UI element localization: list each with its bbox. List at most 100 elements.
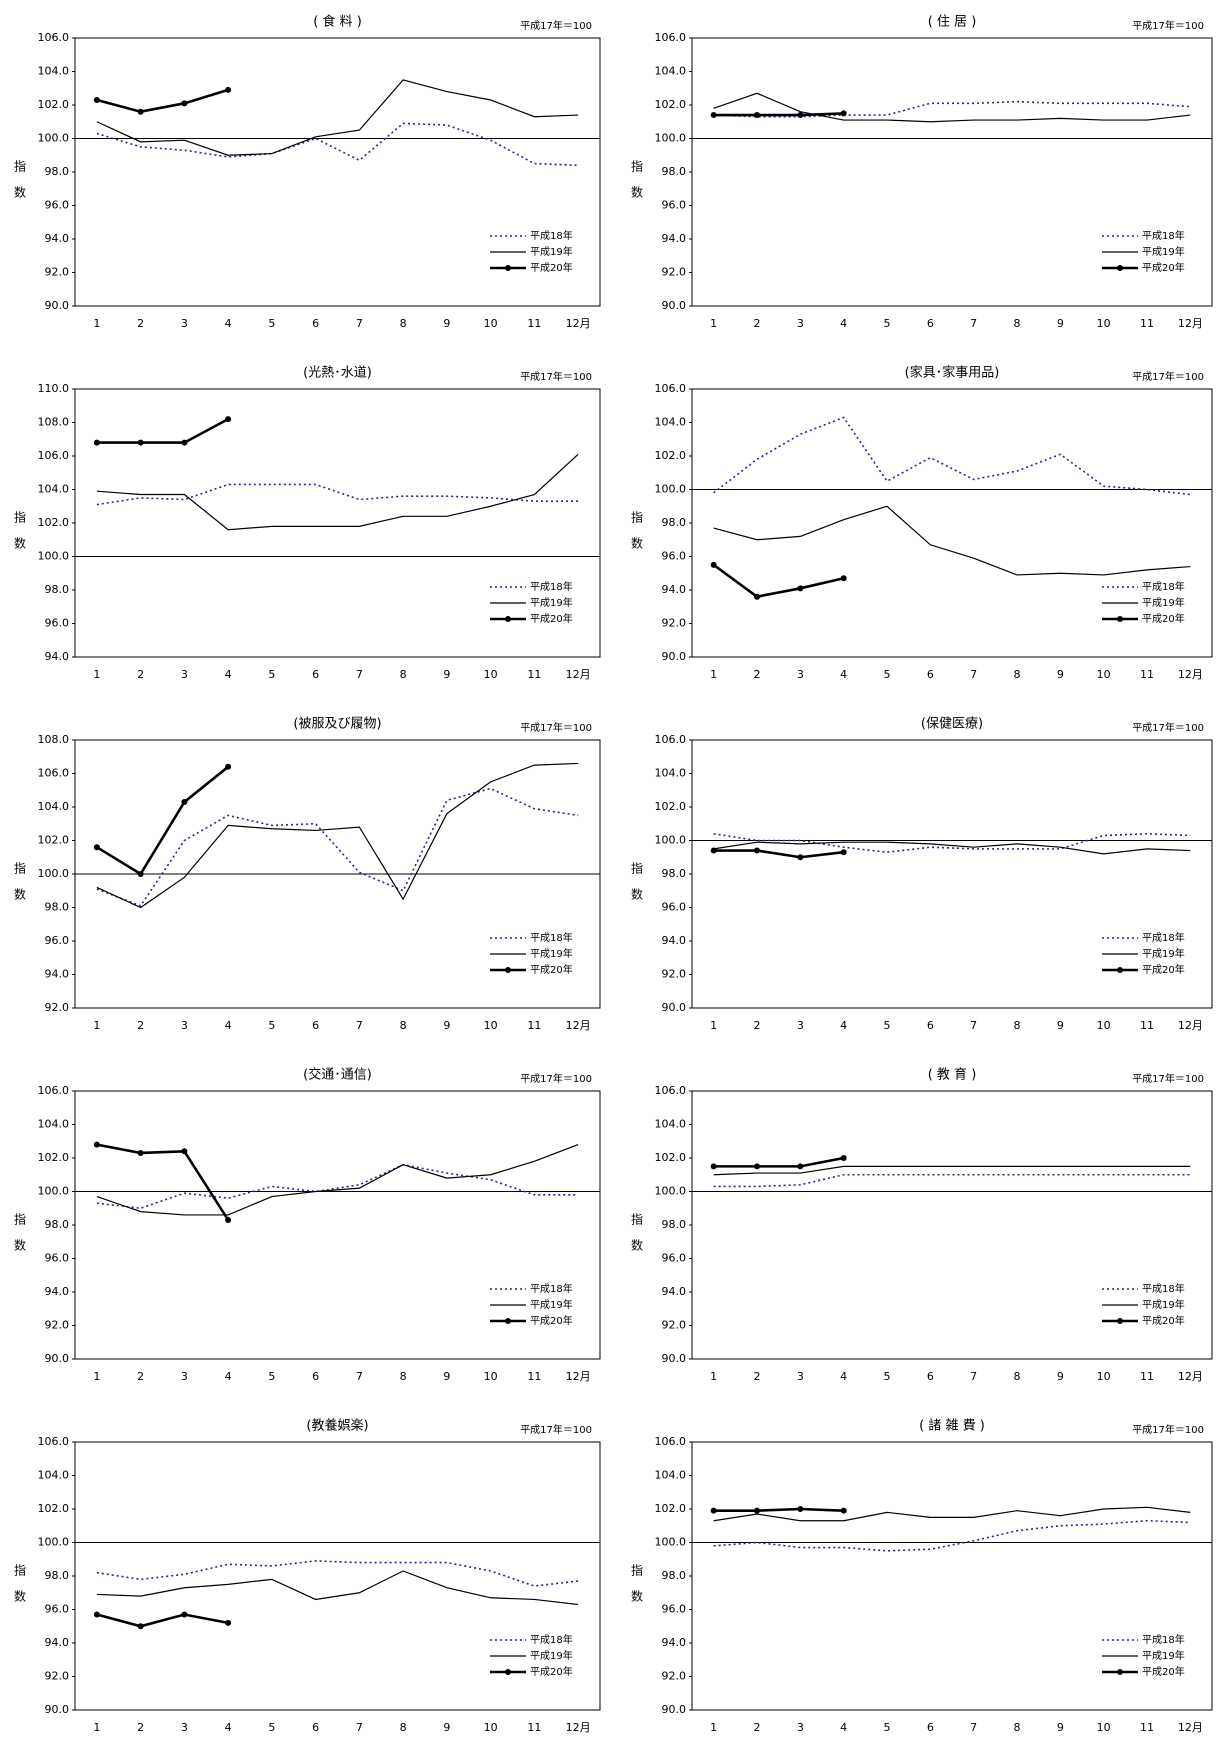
- x-tick-label: 8: [1014, 1019, 1021, 1032]
- x-tick-label: 9: [443, 1370, 450, 1383]
- x-tick-label: 4: [225, 1721, 232, 1734]
- y-axis-label: 指数: [630, 159, 644, 212]
- x-tick-label: 1: [93, 668, 100, 681]
- plot-frame: [691, 1441, 1213, 1711]
- legend-label: 平成18年: [1142, 580, 1185, 593]
- series-marker: [137, 439, 144, 446]
- legend-label: 平成18年: [530, 931, 573, 944]
- base-note: 平成17年＝100: [1132, 1423, 1204, 1436]
- x-tick-label: 11: [527, 668, 541, 681]
- series-line: [713, 1519, 1191, 1552]
- y-tick-label: 104.0: [38, 65, 70, 78]
- y-tick-label: 98.0: [45, 165, 70, 178]
- y-tick-label: 92.0: [45, 1001, 70, 1014]
- series-line: [713, 1173, 1191, 1188]
- x-tick-label: 2: [754, 1721, 761, 1734]
- series-marker: [754, 112, 760, 119]
- y-tick-label: 104.0: [655, 65, 687, 78]
- x-tick-label: 3: [797, 1721, 804, 1734]
- y-tick-label: 98.0: [45, 1569, 70, 1582]
- series-marker: [181, 100, 188, 107]
- x-tick-label: 2: [137, 668, 144, 681]
- x-tick-label: 5: [884, 1019, 891, 1032]
- series-marker: [181, 439, 188, 446]
- y-tick-label: 90.0: [662, 1001, 687, 1014]
- x-tick-label: 4: [840, 668, 847, 681]
- y-tick-label: 98.0: [662, 165, 687, 178]
- chart-title: ( 諸 雑 費 ): [919, 1418, 985, 1434]
- x-tick-label: 10: [484, 668, 498, 681]
- y-tick-label: 94.0: [45, 1636, 70, 1649]
- series-marker: [93, 1141, 100, 1148]
- plot-frame: [74, 37, 601, 307]
- y-tick-label: 102.0: [38, 516, 70, 529]
- x-tick-label: 10: [484, 317, 498, 330]
- y-tick-label: 90.0: [45, 1703, 70, 1716]
- chart-title: (光熱･水道): [303, 366, 372, 381]
- legend-label: 平成18年: [1142, 229, 1185, 242]
- legend-label: 平成18年: [1142, 931, 1185, 944]
- y-tick-label: 90.0: [662, 1352, 687, 1365]
- x-tick-label: 2: [754, 1019, 761, 1032]
- chart-title: (教養娯楽): [306, 1418, 368, 1434]
- y-axis-label: 指数: [13, 1212, 27, 1265]
- x-tick-label: 7: [970, 1019, 977, 1032]
- x-tick-label: 3: [797, 317, 804, 330]
- series-line: [713, 1507, 844, 1512]
- x-tick-label: 11: [1140, 1019, 1154, 1032]
- x-tick-label: 9: [1057, 668, 1064, 681]
- legend-label: 平成20年: [1142, 963, 1185, 976]
- x-tick-label: 9: [443, 668, 450, 681]
- x-tick-label: 8: [400, 1370, 407, 1383]
- series-marker: [93, 439, 100, 446]
- x-tick-label: 8: [1014, 317, 1021, 330]
- series-marker: [754, 1507, 760, 1514]
- y-tick-label: 90.0: [662, 650, 687, 663]
- y-tick-label: 108.0: [38, 733, 70, 746]
- series-line: [96, 765, 229, 876]
- x-tick-label: 11: [527, 1721, 541, 1734]
- legend-label: 平成20年: [530, 261, 573, 274]
- y-tick-label: 94.0: [45, 232, 70, 245]
- x-tick-label: 11: [1140, 668, 1154, 681]
- x-tick-label: 2: [754, 1370, 761, 1383]
- series-line: [713, 112, 844, 117]
- y-axis-label: 指数: [630, 510, 644, 563]
- x-tick-label: 10: [484, 1721, 498, 1734]
- legend-label: 平成18年: [1142, 1282, 1185, 1295]
- y-tick-label: 104.0: [655, 767, 687, 780]
- x-tick-label: 8: [1014, 668, 1021, 681]
- base-note: 平成17年＝100: [520, 370, 592, 383]
- series-line: [96, 1560, 579, 1587]
- legend-label: 平成20年: [530, 1314, 573, 1327]
- series-line: [713, 1165, 1191, 1176]
- series-marker: [710, 847, 717, 854]
- x-tick-label: 2: [137, 1721, 144, 1734]
- legend-label: 平成19年: [1142, 947, 1185, 960]
- y-tick-label: 94.0: [662, 232, 687, 245]
- x-tick-label: 5: [268, 1370, 275, 1383]
- x-tick-label: 8: [400, 668, 407, 681]
- legend-label: 平成18年: [530, 580, 573, 593]
- y-tick-label: 90.0: [45, 299, 70, 312]
- x-tick-label: 12月: [566, 1721, 591, 1734]
- x-tick-label: 6: [927, 317, 934, 330]
- x-tick-label: 2: [754, 668, 761, 681]
- x-tick-label: 1: [710, 317, 717, 330]
- y-axis-label: 指数: [13, 159, 27, 212]
- x-tick-label: 1: [710, 668, 717, 681]
- x-tick-label: 9: [443, 1721, 450, 1734]
- y-tick-label: 106.0: [655, 382, 687, 395]
- x-tick-label: 10: [1097, 1019, 1111, 1032]
- legend-marker: [1117, 967, 1123, 973]
- y-tick-label: 106.0: [38, 31, 70, 44]
- series-line: [713, 92, 1191, 123]
- series-marker: [840, 1155, 847, 1161]
- y-tick-label: 100.0: [655, 132, 687, 145]
- x-tick-label: 7: [356, 1019, 363, 1032]
- x-tick-label: 1: [710, 1019, 717, 1032]
- base-note: 平成17年＝100: [1132, 1072, 1204, 1085]
- y-tick-label: 106.0: [655, 1084, 687, 1097]
- series-marker: [181, 1611, 188, 1618]
- y-tick-label: 96.0: [662, 550, 687, 563]
